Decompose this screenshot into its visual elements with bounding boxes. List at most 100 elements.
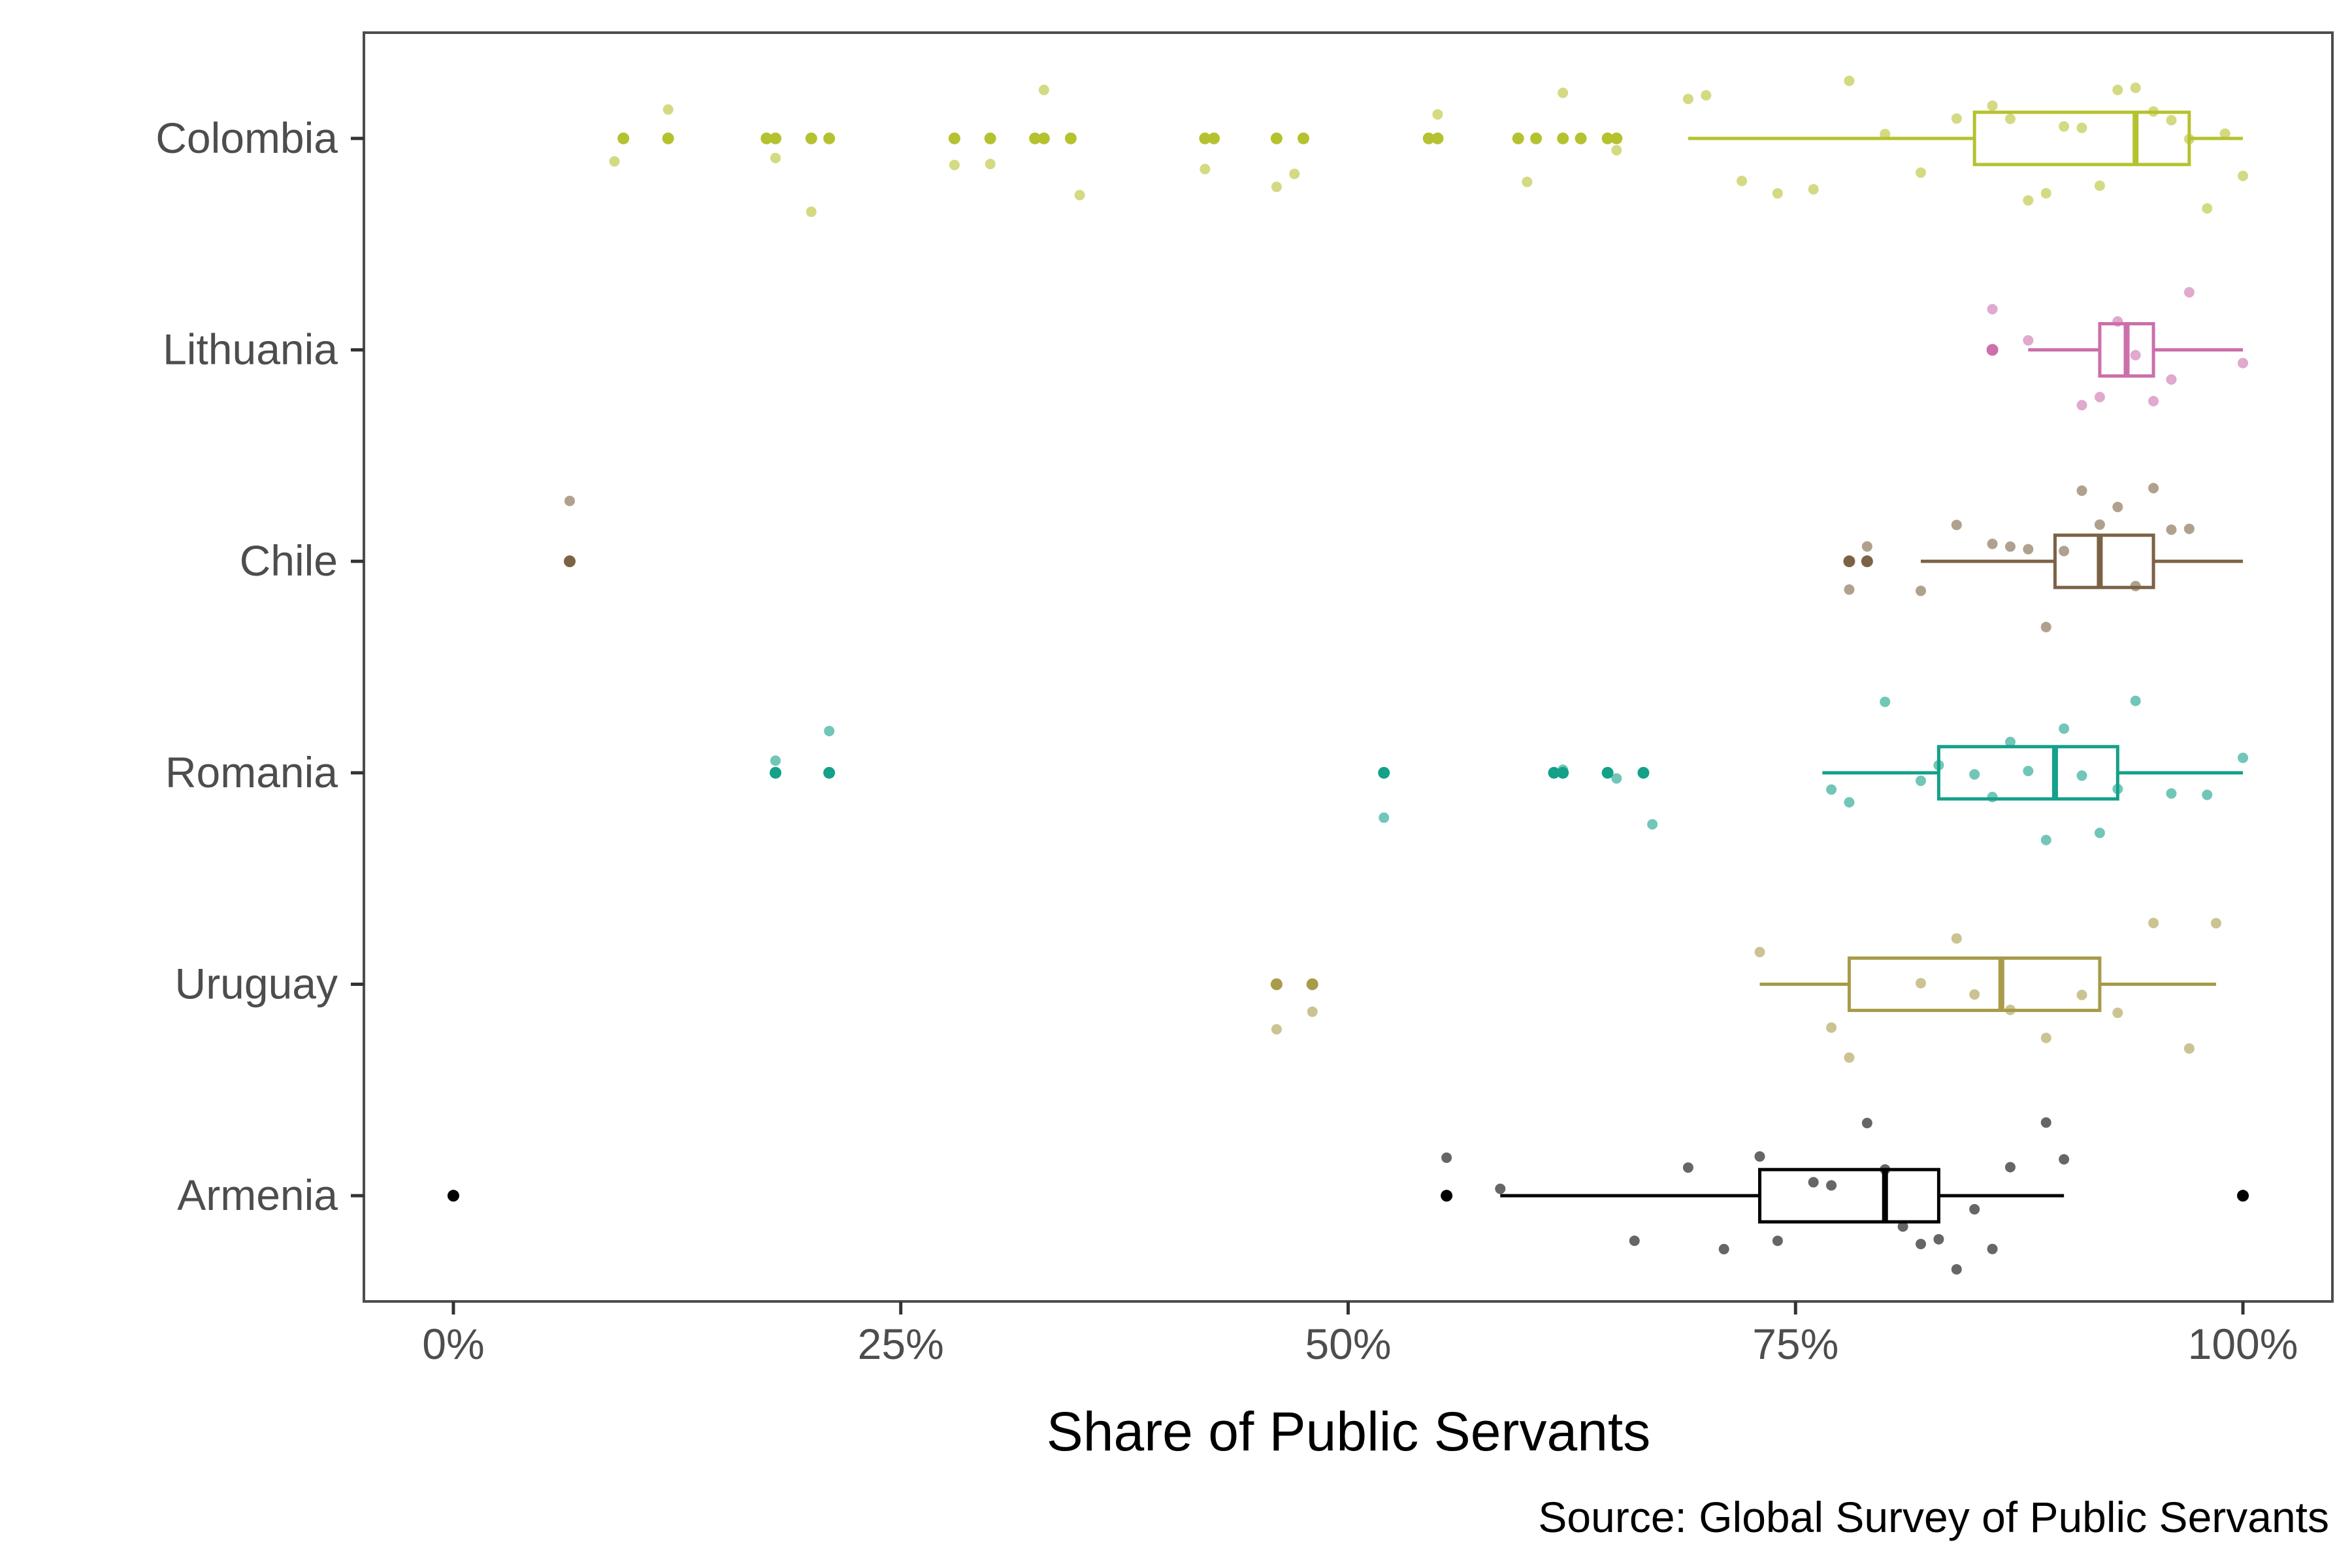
jitter-point bbox=[1441, 1152, 1452, 1163]
jitter-point bbox=[1808, 1177, 1819, 1188]
jitter-point bbox=[1880, 129, 1891, 140]
series-colombia bbox=[609, 75, 2249, 218]
jitter-point bbox=[2148, 483, 2159, 494]
outlier-point bbox=[1575, 132, 1587, 144]
jitter-point bbox=[2166, 374, 2177, 385]
outlier-point bbox=[948, 132, 960, 144]
jitter-point bbox=[1271, 182, 1282, 193]
jitter-point bbox=[1897, 1221, 1908, 1232]
jitter-point bbox=[1969, 1203, 1980, 1215]
jitter-point bbox=[1969, 769, 1980, 780]
outlier-point bbox=[1064, 132, 1077, 144]
jitter-point bbox=[2023, 195, 2034, 206]
jitter-point bbox=[2076, 122, 2087, 133]
jitter-point bbox=[2094, 827, 2105, 838]
jitter-point bbox=[1844, 584, 1855, 595]
outlier-point bbox=[2237, 1190, 2249, 1202]
jitter-point bbox=[1933, 1233, 1944, 1245]
jitter-point bbox=[1844, 75, 1855, 86]
jitter-point bbox=[1987, 100, 1998, 111]
box bbox=[1972, 110, 2191, 167]
jitter-point bbox=[2004, 541, 2016, 552]
jitter-point bbox=[1647, 819, 1658, 830]
outlier-point bbox=[1270, 978, 1282, 990]
outlier-point bbox=[1861, 555, 1873, 568]
outlier-point bbox=[1601, 132, 1614, 144]
jitter-point bbox=[1987, 538, 1998, 549]
jitter-point bbox=[1271, 1024, 1282, 1035]
jitter-point bbox=[2023, 544, 2034, 555]
jitter-point bbox=[2023, 766, 2034, 777]
outlier-point bbox=[1422, 132, 1435, 144]
jitter-point bbox=[770, 152, 781, 163]
outlier-point bbox=[1306, 978, 1318, 990]
jitter-point bbox=[1844, 1052, 1855, 1063]
jitter-point bbox=[2238, 171, 2249, 182]
outlier-point bbox=[617, 132, 630, 144]
x-tick-label: 0% bbox=[422, 1320, 484, 1368]
jitter-point bbox=[824, 725, 835, 736]
jitter-point bbox=[2040, 1032, 2051, 1043]
outlier-point bbox=[823, 132, 836, 144]
x-axis: 0% 25% 50% 75% 100% bbox=[422, 1301, 2298, 1368]
jitter-point bbox=[2094, 391, 2105, 402]
outlier-point bbox=[1530, 132, 1543, 144]
jitter-point bbox=[2112, 501, 2123, 512]
jitter-point bbox=[2076, 770, 2087, 781]
jitter-point bbox=[2004, 736, 2016, 747]
jitter-point bbox=[1916, 977, 1927, 988]
jitter-point bbox=[2166, 114, 2177, 125]
jitter-point bbox=[2076, 400, 2087, 411]
outlier-point bbox=[1557, 132, 1569, 144]
jitter-point bbox=[1861, 541, 1872, 552]
jitter-point bbox=[1495, 1183, 1506, 1194]
y-tick-label: Colombia bbox=[155, 114, 338, 162]
outlier-point bbox=[805, 132, 817, 144]
x-tick-label: 50% bbox=[1305, 1320, 1391, 1368]
jitter-point bbox=[2040, 1117, 2051, 1128]
jitter-point bbox=[1951, 519, 1962, 531]
jitter-point bbox=[2094, 519, 2105, 530]
jitter-point bbox=[2130, 695, 2141, 706]
jitter-point bbox=[2166, 524, 2177, 535]
jitter-point bbox=[1682, 1162, 1693, 1173]
outlier-point bbox=[1557, 766, 1569, 779]
jitter-point bbox=[609, 155, 620, 167]
x-tick-label: 100% bbox=[2188, 1320, 2298, 1368]
outlier-point bbox=[1431, 132, 1444, 144]
jitter-point bbox=[1861, 1117, 1872, 1128]
jitter-point bbox=[1951, 113, 1962, 124]
jitter-point bbox=[1074, 189, 1085, 201]
jitter-point bbox=[2112, 84, 2123, 95]
outlier-point bbox=[662, 132, 674, 144]
jitter-point bbox=[1772, 1235, 1783, 1247]
x-tick-label: 25% bbox=[858, 1320, 944, 1368]
y-tick-label: Romania bbox=[165, 748, 338, 796]
box bbox=[1847, 956, 2102, 1012]
x-tick-label: 75% bbox=[1752, 1320, 1838, 1368]
jitter-point bbox=[2238, 357, 2249, 368]
outlier-point bbox=[1441, 1190, 1453, 1202]
jitter-point bbox=[2059, 121, 2070, 132]
jitter-point bbox=[1916, 167, 1927, 178]
outlier-point bbox=[1601, 766, 1614, 779]
jitter-point bbox=[2148, 396, 2159, 407]
outlier-point bbox=[1037, 132, 1050, 144]
jitter-point bbox=[1682, 93, 1693, 105]
jitter-point bbox=[1379, 812, 1390, 823]
jitter-point bbox=[1987, 304, 1998, 315]
jitter-point bbox=[2130, 350, 2141, 361]
jitter-point bbox=[1969, 989, 1980, 1000]
jitter-point bbox=[2094, 180, 2105, 191]
jitter-point bbox=[2059, 546, 2070, 557]
jitter-point bbox=[1558, 88, 1569, 99]
jitter-point bbox=[1611, 773, 1622, 784]
jitter-point bbox=[2238, 752, 2249, 763]
jitter-point bbox=[1826, 784, 1837, 795]
jitter-point bbox=[1289, 169, 1300, 180]
outlier-point bbox=[1843, 555, 1855, 568]
series-uruguay bbox=[1270, 917, 2221, 1063]
jitter-point bbox=[2183, 1043, 2195, 1054]
jitter-point bbox=[2183, 523, 2195, 534]
jitter-point bbox=[1772, 188, 1783, 199]
